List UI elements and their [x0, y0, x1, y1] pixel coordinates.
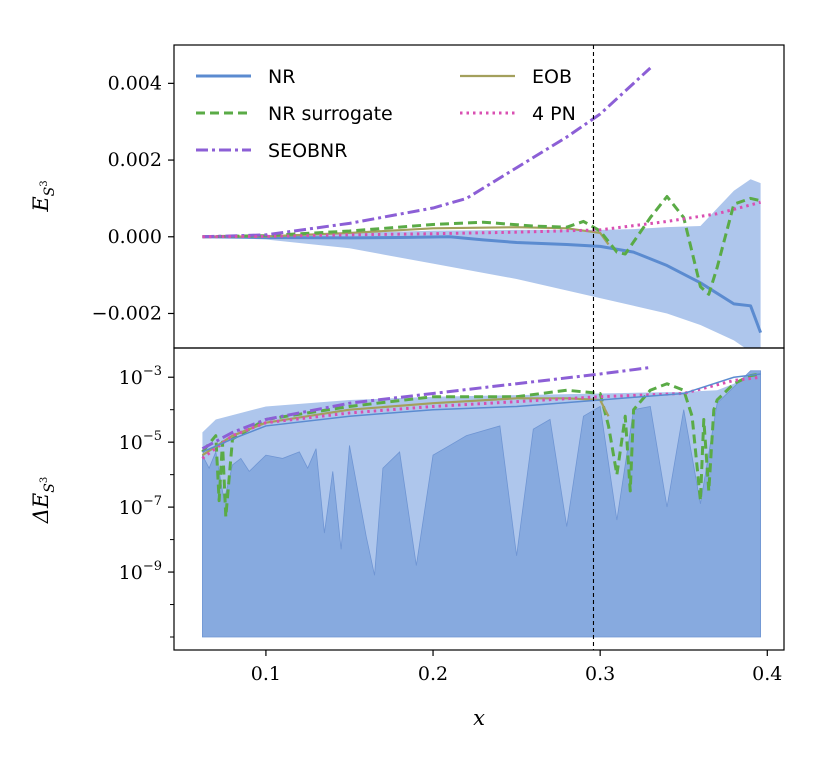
top-y-tick-label: 0.004: [108, 72, 162, 94]
top-y-tick-label: −0.002: [92, 302, 162, 324]
bottom-series-seobnr: [201, 365, 651, 450]
bottom-band-dark: [202, 370, 762, 638]
top-plot-area: [202, 45, 763, 348]
bottom-y-tick-label: 10−9: [119, 559, 162, 584]
x-axis-label: x: [473, 706, 485, 730]
bottom-y-tick-label: 10−7: [119, 494, 162, 519]
top-series-nr: [202, 235, 763, 334]
top-y-axis-label: ES3: [29, 180, 58, 212]
top-series-seobnr: [202, 66, 652, 239]
legend-label-pn4: 4 PN: [532, 103, 576, 125]
bottom-y-ticks: 10−9 10−7 10−5 10−3: [119, 364, 174, 638]
bottom-series-nr: [202, 373, 761, 453]
legend-label-nr-surrogate: NR surrogate: [268, 103, 393, 125]
x-tick-label: 0.2: [418, 663, 448, 685]
bottom-series-eob: [201, 397, 610, 457]
x-ticks: 0.1 0.2 0.3 0.4: [251, 650, 782, 685]
legend-label-seobnr: SEOBNR: [268, 140, 347, 162]
legend-label-eob: EOB: [532, 66, 572, 88]
top-y-tick-label: 0.002: [108, 149, 162, 171]
bottom-y-tick-label: 10−5: [119, 429, 162, 454]
top-panel: −0.002 0.000 0.002 0.004 NR EOB NR surrogate 4…: [29, 44, 785, 349]
bottom-series-nr-surrogate: [201, 372, 761, 519]
top-y-tick-label: 0.000: [108, 226, 162, 248]
bottom-plot-area: [201, 348, 762, 650]
legend: NR EOB NR surrogate 4 PN SEOBNR: [196, 66, 576, 162]
legend-label-nr: NR: [268, 66, 295, 88]
x-tick-label: 0.4: [752, 663, 782, 685]
bottom-axes-frame: [173, 347, 785, 651]
bottom-panel: 10−9 10−7 10−5 10−3 0.1 0.2 0.3 0.4 ΔES3 x: [29, 347, 785, 730]
x-tick-label: 0.3: [585, 663, 615, 685]
top-uncertainty-band: [202, 179, 761, 348]
bottom-y-axis-label: ΔES3: [29, 477, 58, 524]
bottom-y-tick-label: 10−3: [119, 364, 162, 389]
top-series-pn4: [202, 200, 761, 239]
top-y-ticks: −0.002 0.000 0.002 0.004: [92, 72, 174, 324]
x-tick-label: 0.1: [251, 663, 281, 685]
top-series-nr-surrogate: [202, 195, 760, 296]
